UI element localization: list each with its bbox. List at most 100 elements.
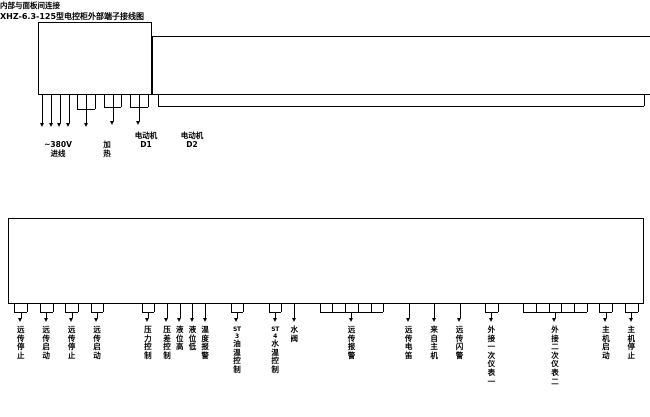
annot-remote-stop-2-stub-0 [65, 304, 67, 312]
terminal-wire-code: 050 [364, 293, 376, 300]
power-terminal-8: U₂ [99, 22, 109, 95]
terminal-wire-code: 042 [376, 83, 387, 90]
terminal-tick-number [466, 218, 478, 260]
terminal-body [33, 260, 46, 291]
terminal-wire-code: 046 [313, 293, 325, 300]
power-terminal-label: W₂ [116, 82, 125, 89]
annot-remote-flash-alarm-stub-0 [459, 304, 461, 312]
terminal-tick-number [339, 36, 350, 62]
terminal-body [637, 62, 650, 80]
power-terminal-label: U₁ [73, 82, 81, 89]
mains-stub-3 [68, 95, 70, 123]
motor-d1-stub-0 [103, 95, 105, 107]
terminal-wire-code: 056 [441, 293, 452, 300]
terminal-body [46, 22, 55, 77]
terminal-tick-number: 35 [441, 234, 452, 243]
terminal-tick-number [580, 218, 592, 260]
annot-water-temp-control-drop [275, 312, 277, 318]
pressure-control-text: 压力控制 [144, 325, 152, 360]
terminal-body [491, 260, 504, 291]
top-terminal-16: 036 [338, 36, 351, 95]
mains-stub-1 [51, 95, 53, 123]
annot-external-meter-1-stub-0 [485, 304, 486, 312]
motor-d1-stub-1 [112, 95, 114, 107]
annot-from-host-arrow [431, 318, 436, 322]
terminal-body [189, 62, 201, 80]
terminal-wire-code: 034 [314, 83, 325, 90]
annot-remote-start-1-stub-1 [52, 304, 54, 312]
terminal-tick-number: 30 [513, 44, 524, 53]
top-terminal-36: 059 [587, 36, 600, 95]
top-terminal-35: 35 058 [574, 36, 588, 95]
terminal-wire-code: 004 [46, 293, 58, 300]
annot-remote-alarm-stub-5 [383, 304, 385, 312]
motor-d1-line1: 电动机 [134, 131, 158, 140]
terminal-body [275, 260, 287, 291]
terminal-body [574, 62, 587, 80]
annot-level-high-arrow [177, 318, 182, 322]
terminal-wire-code: 058 [575, 83, 586, 90]
terminal-body [363, 62, 375, 80]
terminal-body [251, 62, 263, 80]
terminal-body [612, 62, 624, 80]
annot-host-stop-drop [631, 312, 633, 318]
power-terminal-label: L₁₃ [55, 82, 64, 89]
top-terminal-28: 051 [487, 36, 501, 95]
annot-external-meter-2-stub-0 [523, 304, 525, 312]
terminal-wire-code: 002 [21, 293, 32, 300]
bottom-terminal-15: 15 027 [186, 218, 199, 304]
terminal-wire-code: 071 [593, 293, 605, 300]
terminal-wire-code: 061 [504, 293, 515, 300]
terminal-tick-number [351, 36, 362, 62]
terminal-body [554, 260, 567, 291]
top-numbered-terminal-strip: 1 075 076 101 102 5 003 004 006 007 013 10 014 016 017… [152, 36, 650, 95]
terminal-body [198, 260, 211, 291]
terminal-tick-number [199, 218, 211, 260]
annot-remote-stop-1-stub-0 [14, 304, 16, 312]
top-terminal-24: 047 [438, 36, 451, 95]
terminal-body [631, 260, 644, 291]
top-terminal-7: 006 [226, 36, 240, 95]
terminal-body [562, 62, 574, 80]
terminal-tick-number: 5 [202, 44, 208, 53]
terminal-tick-number [84, 218, 96, 260]
terminal-body [388, 62, 400, 80]
terminal-wire-code [631, 291, 644, 304]
annot-remote-start-2-arrow [94, 318, 99, 322]
annotation-heater: 加 热 [96, 140, 118, 158]
diagram-title: XHZ-6.3-125型电控柜外部端子接线图 [0, 12, 145, 21]
annot-external-meter-2-stub-5 [586, 304, 588, 312]
power-terminal-label: U₃ [126, 82, 133, 89]
terminal-body [97, 260, 109, 291]
terminal-body [516, 260, 529, 291]
terminal-wire-code: 064 [542, 293, 554, 300]
terminal-wire-code: 060 [492, 293, 503, 300]
terminal-body [504, 260, 516, 291]
terminal-body [125, 22, 134, 77]
terminal-body [249, 260, 262, 291]
annot-remote-start-2-stub-1 [103, 304, 105, 312]
bottom-terminal-36: 057 [453, 218, 466, 304]
terminal-tick-number: 25 [314, 234, 324, 243]
bottom-terminal-23: 041 [287, 218, 301, 304]
terminal-tick-number [276, 36, 287, 62]
terminal-body [440, 260, 453, 291]
heater-stub-1 [86, 95, 88, 109]
terminal-tick-number [402, 218, 414, 260]
motor-d2-bar [130, 107, 148, 108]
terminal-wire-code: 047 [326, 293, 337, 300]
terminal-body [173, 260, 186, 291]
terminal-wire-code: 102 [568, 293, 579, 300]
terminal-body [500, 62, 512, 80]
power-terminal-label: N [65, 82, 71, 89]
remote-horn-text: 远传电笛 [404, 325, 413, 360]
terminal-body [226, 62, 239, 80]
terminal-tick-number [619, 218, 631, 260]
terminal-tick-number [401, 36, 412, 62]
differential-control-text: 压差控制 [163, 325, 171, 360]
water-valve-label: 水阀 [289, 325, 300, 343]
annot-remote-alarm-stub-4 [370, 304, 372, 312]
terminal-wire-code: 072 [606, 293, 617, 300]
bottom-terminal-5: 5 011 [58, 218, 72, 304]
remote-start-2-text: 远传启动 [93, 325, 101, 360]
